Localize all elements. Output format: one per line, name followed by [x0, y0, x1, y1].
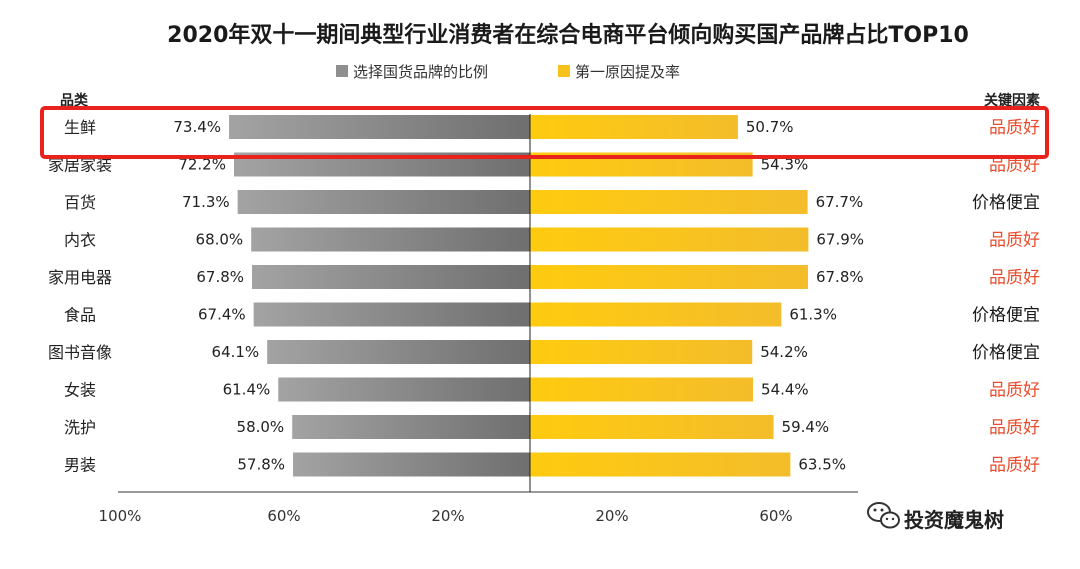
bar-right	[530, 302, 782, 327]
bar-right	[530, 190, 808, 214]
value-label-right: 67.8%	[816, 268, 864, 286]
value-label-left: 68.0%	[196, 231, 244, 249]
bar-right	[530, 265, 808, 289]
value-label-left: 73.4%	[173, 118, 221, 136]
x-tick-label: 100%	[99, 507, 142, 525]
value-label-left: 71.3%	[182, 193, 230, 211]
value-label-right: 59.4%	[782, 418, 830, 436]
factor-header: 关键因素	[984, 92, 1040, 109]
category-label: 女装	[64, 381, 96, 400]
value-label-left: 58.0%	[237, 418, 285, 436]
legend-swatch-gray	[336, 65, 348, 77]
bar-right	[530, 340, 753, 364]
value-label-right: 54.4%	[761, 381, 809, 399]
x-tick-label: 60%	[759, 507, 792, 525]
bar-left	[237, 190, 531, 214]
bar-left	[293, 452, 530, 477]
legend-label-yellow: 第一原因提及率	[575, 63, 680, 81]
bar-right	[530, 377, 754, 402]
category-header: 品类	[60, 92, 89, 109]
bar-left	[229, 115, 530, 139]
key-factor-label: 价格便宜	[972, 343, 1040, 363]
watermark-text: 投资魔鬼树	[904, 508, 1004, 532]
bar-left	[253, 302, 530, 327]
value-label-right: 50.7%	[746, 118, 794, 136]
key-factor-label: 品质好	[989, 268, 1040, 288]
value-label-left: 61.4%	[223, 381, 271, 399]
bar-right	[530, 452, 791, 477]
value-label-right: 61.3%	[789, 306, 837, 324]
bar-left	[251, 227, 530, 252]
category-label: 洗护	[64, 418, 96, 437]
bar-right	[530, 227, 809, 252]
legend-swatch-yellow	[558, 65, 570, 77]
key-factor-label: 品质好	[989, 156, 1040, 176]
category-label: 生鲜	[64, 118, 96, 137]
category-label: 百货	[64, 193, 96, 212]
value-label-left: 67.8%	[196, 268, 244, 286]
value-label-left: 67.4%	[198, 306, 246, 324]
value-label-right: 63.5%	[798, 456, 846, 474]
chart-title: 2020年双十一期间典型行业消费者在综合电商平台倾向购买国产品牌占比TOP10	[167, 22, 969, 48]
legend: 选择国货品牌的比例 第一原因提及率	[336, 63, 680, 81]
key-factor-label: 品质好	[989, 118, 1040, 138]
bar-right	[530, 415, 774, 439]
wechat-icon	[867, 502, 900, 529]
key-factor-label: 品质好	[989, 231, 1040, 251]
x-tick-label: 20%	[595, 507, 628, 525]
x-tick-label: 60%	[267, 507, 300, 525]
key-factor-label: 品质好	[989, 381, 1040, 401]
x-tick-label: 20%	[431, 507, 464, 525]
x-axis-ticks: 100% 60% 20% 20% 60%	[99, 507, 793, 525]
category-label: 食品	[64, 306, 96, 325]
category-label: 男装	[64, 456, 96, 475]
value-label-left: 57.8%	[237, 456, 285, 474]
legend-label-gray: 选择国货品牌的比例	[353, 63, 488, 81]
bar-left	[278, 377, 530, 402]
value-label-right: 67.7%	[816, 193, 864, 211]
bar-right	[530, 115, 738, 139]
category-label: 内衣	[64, 231, 96, 250]
watermark: 投资魔鬼树	[867, 502, 1004, 532]
value-label-right: 67.9%	[816, 231, 864, 249]
bar-left	[252, 265, 530, 289]
key-factor-label: 品质好	[989, 456, 1040, 476]
key-factor-label: 价格便宜	[972, 193, 1040, 213]
value-label-left: 64.1%	[212, 343, 260, 361]
bar-left	[267, 340, 530, 364]
value-label-left: 72.2%	[178, 156, 226, 174]
category-label: 家居家装	[48, 156, 112, 175]
value-label-right: 54.3%	[761, 156, 809, 174]
category-label: 家用电器	[48, 268, 112, 287]
key-factor-label: 品质好	[989, 418, 1040, 438]
bar-left	[292, 415, 530, 439]
category-label: 图书音像	[48, 343, 112, 362]
key-factor-label: 价格便宜	[972, 306, 1040, 326]
value-label-right: 54.2%	[760, 343, 808, 361]
highlight-box	[40, 106, 1049, 159]
